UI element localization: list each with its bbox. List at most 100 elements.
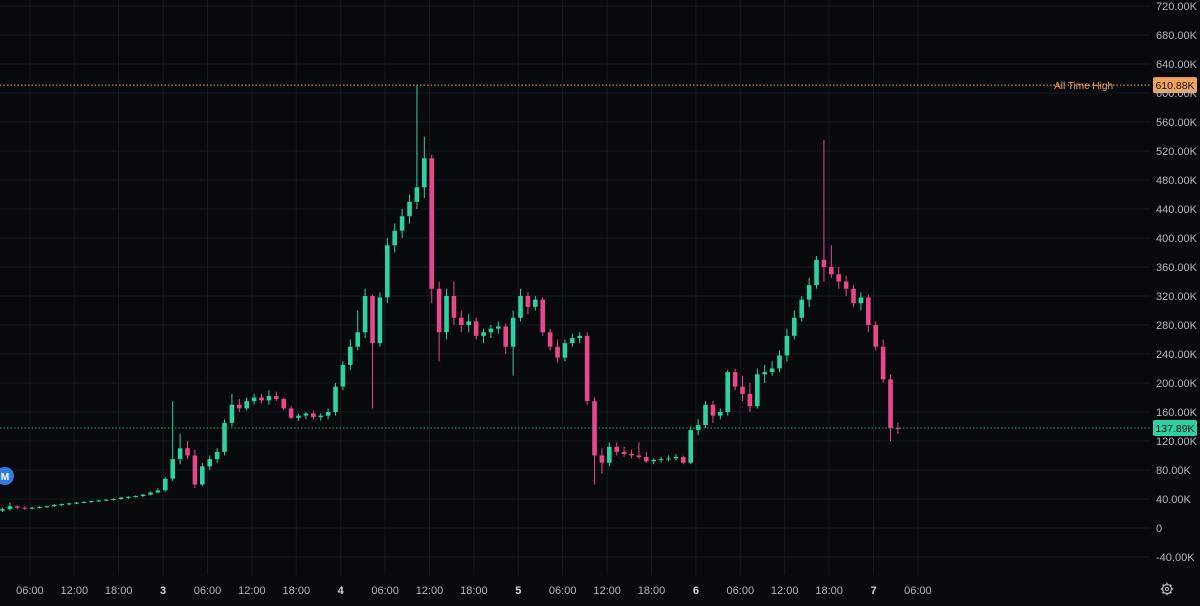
x-tick-label: 12:00: [416, 585, 444, 597]
y-tick-label: 360.00K: [1156, 262, 1198, 274]
candle-body: [829, 267, 834, 275]
x-tick-label: 06:00: [371, 585, 399, 597]
candle-body: [703, 404, 708, 426]
y-tick-label: -40.00K: [1156, 552, 1195, 564]
gear-tooth: [1162, 584, 1165, 587]
candle-body: [533, 299, 538, 307]
candle-body: [266, 396, 272, 401]
settings-gear-icon[interactable]: [1160, 582, 1174, 596]
candle-body: [769, 368, 775, 373]
x-tick-label: 4: [338, 585, 345, 597]
x-tick-label: 7: [870, 585, 876, 597]
candle-body: [288, 408, 294, 418]
candle-body: [377, 297, 383, 344]
x-tick-label: 6: [693, 585, 699, 597]
gear-hub: [1164, 586, 1170, 592]
candle-body: [695, 425, 701, 431]
candle-body: [325, 412, 331, 416]
candle-body: [444, 296, 449, 333]
candle-body: [200, 466, 205, 485]
candle-body: [44, 506, 50, 508]
candle-body: [503, 326, 509, 347]
event-marker-label: M: [1, 472, 9, 483]
candle-body: [473, 321, 479, 336]
candle-body: [510, 317, 516, 347]
gear-tooth: [1162, 591, 1165, 594]
y-tick-label: 200.00K: [1156, 378, 1198, 390]
candle-body: [488, 328, 494, 333]
candle-body: [570, 338, 575, 344]
y-tick-label: 120.00K: [1156, 436, 1198, 448]
candle-body: [74, 502, 79, 504]
ath-price-label: 610.88K: [1155, 80, 1194, 92]
candle-body: [399, 216, 405, 231]
ath-label: All Time High: [1054, 81, 1113, 92]
candle-body: [540, 299, 546, 333]
event-marker-badge[interactable]: [0, 467, 14, 485]
candles: [0, 85, 901, 513]
candle-body: [207, 459, 213, 467]
candle-body: [451, 296, 457, 318]
candle-body: [118, 497, 124, 499]
candle-body: [370, 296, 375, 344]
reference-lines: All Time High 610.88K 137.89K: [0, 77, 1197, 437]
y-tick-label: 80.00K: [1156, 465, 1192, 477]
candle-body: [185, 448, 190, 456]
candle-body: [355, 332, 361, 347]
candle-body: [710, 404, 716, 416]
candle-body: [843, 281, 849, 289]
candle-body: [89, 501, 94, 503]
candle-body: [732, 372, 738, 387]
candle-body: [784, 335, 790, 356]
candle-body: [496, 326, 501, 329]
x-tick-label: 18:00: [815, 585, 843, 597]
y-tick-label: 400.00K: [1156, 233, 1198, 245]
candle-body: [148, 492, 153, 495]
y-tick-label: 160.00K: [1156, 407, 1198, 419]
candle-body: [37, 506, 42, 508]
candle-body: [348, 346, 353, 365]
candle-body: [518, 296, 523, 318]
y-tick-label: 680.00K: [1156, 30, 1198, 42]
candle-body: [66, 503, 72, 505]
candle-body: [614, 446, 620, 452]
candle-body: [607, 446, 612, 463]
candle-body: [177, 448, 183, 460]
axes: 720.00K680.00K640.00K600.00K560.00K520.0…: [16, 1, 1198, 597]
grid-lines: [0, 0, 1150, 575]
y-tick-label: 640.00K: [1156, 59, 1198, 71]
x-tick-label: 18:00: [460, 585, 488, 597]
candle-body: [806, 285, 812, 300]
candle-body: [133, 496, 139, 498]
candle-body: [629, 454, 634, 456]
candle-body: [259, 397, 264, 401]
candle-body: [29, 507, 35, 509]
candle-body: [296, 415, 301, 418]
candle-body: [52, 504, 57, 507]
candle-body: [866, 297, 871, 325]
x-tick-label: 5: [515, 585, 521, 597]
x-tick-label: 12:00: [238, 585, 266, 597]
candle-body: [636, 455, 642, 457]
candle-body: [814, 259, 819, 286]
candle-body: [214, 451, 220, 460]
candle-body: [880, 346, 886, 380]
candle-body: [15, 506, 20, 508]
candle-body: [481, 332, 486, 336]
x-tick-label: 18:00: [283, 585, 311, 597]
candle-body: [126, 496, 131, 498]
candle-body: [888, 379, 893, 428]
candle-body: [155, 490, 161, 493]
y-tick-label: 0: [1156, 523, 1162, 535]
candle-body: [111, 499, 116, 500]
candle-body: [303, 413, 309, 416]
candle-body: [244, 401, 250, 409]
candle-body: [762, 372, 768, 375]
candle-body: [673, 456, 679, 459]
candle-body: [592, 401, 597, 456]
x-tick-label: 06:00: [16, 585, 44, 597]
candle-body: [251, 397, 257, 402]
candle-body: [274, 396, 279, 399]
